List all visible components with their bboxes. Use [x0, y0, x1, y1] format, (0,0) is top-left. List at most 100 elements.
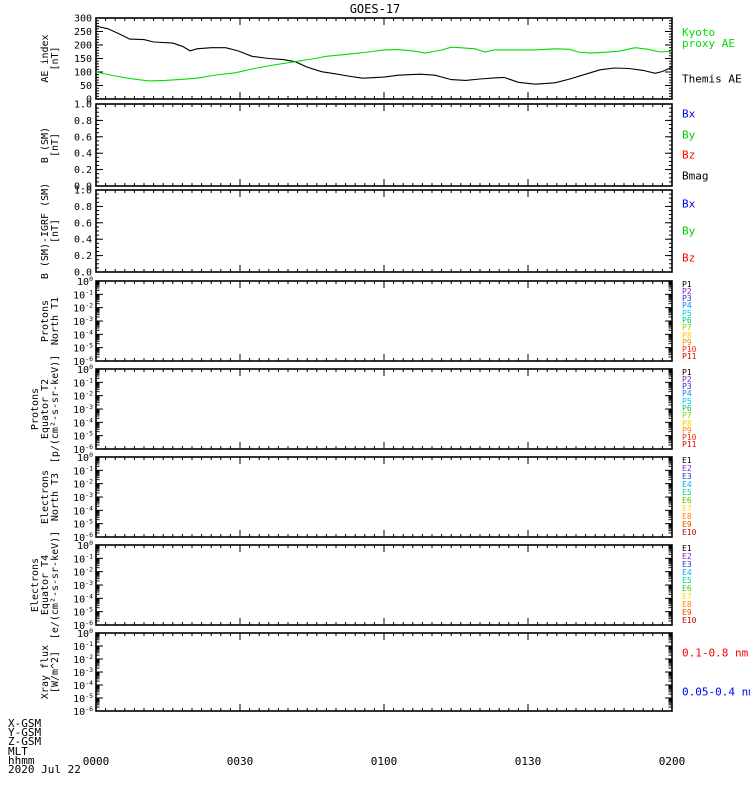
legend-p7: P7: [682, 323, 692, 333]
legend-by: By: [682, 128, 696, 142]
legend-e10: E10: [682, 616, 697, 625]
y-axis-title: Protons: [30, 388, 41, 430]
ytick-label: 10-6: [73, 705, 93, 718]
legend-e2: E2: [682, 552, 692, 561]
ytick-label: 0.6: [74, 132, 92, 143]
legend-e7: E7: [682, 592, 692, 601]
ytick-label: 250: [74, 27, 92, 38]
axis-row-label-x-gsm: X-GSM: [8, 717, 42, 730]
legend-kyoto-proxy-ae: Kyoto proxy AE: [682, 26, 735, 51]
legend-by: By: [682, 224, 696, 238]
legend-p11: P11: [682, 440, 697, 450]
ytick-label: 50: [80, 81, 92, 92]
legend-p2: P2: [682, 286, 692, 296]
ytick-label: 10-1: [73, 376, 93, 389]
date-label: 2020 Jul 22: [8, 763, 81, 776]
xtick-label: 0130: [514, 755, 542, 768]
ytick-label: 0.2: [74, 251, 92, 262]
ytick-label: 0.8: [74, 202, 92, 213]
xtick-label: 0000: [82, 755, 110, 768]
ytick-label: 10-1: [73, 640, 93, 653]
ytick-label: 10-4: [73, 592, 93, 605]
legend-p9: P9: [682, 425, 692, 435]
legend-e5: E5: [682, 576, 692, 585]
legend-bz: Bz: [682, 148, 696, 162]
ytick-label: 10-4: [73, 679, 93, 692]
legend-p6: P6: [682, 316, 692, 325]
legend-p9: P9: [682, 337, 692, 347]
ytick-label: 10-4: [73, 328, 93, 341]
ytick-label: 0.8: [74, 116, 92, 127]
axis-row-label-y-gsm: Y-GSM: [8, 726, 42, 740]
y-axis-title: Protons: [40, 300, 51, 342]
ytick-label: 100: [77, 363, 93, 376]
legend-e1: E1: [682, 544, 692, 553]
ytick-label: 10-5: [73, 606, 93, 619]
legend-p6: P6: [682, 404, 692, 413]
axis-row-label-z-gsm: Z-GSM: [8, 735, 42, 749]
panel-b-sm-igrf: 0.0 0.2 0.4 0.6 0.8 1.0 B (SM)-IGRF (SM) [nT]: [40, 183, 673, 279]
y-axis-title: [e/(cm²-s-sr-keV)]: [50, 531, 61, 639]
legend-p8: P8: [682, 418, 692, 428]
legend-p7: P7: [682, 411, 692, 421]
xtick-label: 0100: [370, 755, 398, 768]
legend-p1: P1: [682, 367, 692, 377]
legend-p4: P4: [682, 389, 692, 399]
xtick-label: 0200: [658, 755, 686, 768]
ytick-label: 0.4: [74, 149, 92, 160]
ytick-label: 1.0: [74, 186, 92, 197]
legend-e4: E4: [682, 568, 692, 577]
ytick-label: 10-3: [73, 315, 93, 328]
legend-e2: E2: [682, 464, 692, 473]
y-axis-title: North T1: [50, 297, 61, 345]
legend-bz: Bz: [682, 251, 696, 265]
panel-b-sm: 0.0 0.2 0.4 0.6 0.8 1.0 B (SM) [nT]: [40, 100, 673, 193]
ytick-label: 10-5: [73, 430, 93, 443]
legend-e6: E6: [682, 584, 692, 593]
series-themis-ae: [95, 25, 673, 85]
legend-e9: E9: [682, 608, 692, 617]
ytick-label: 300: [74, 14, 92, 25]
legend-e9: E9: [682, 520, 692, 529]
legend-p5: P5: [682, 308, 692, 318]
ytick-label: 10-4: [73, 416, 93, 429]
y-axis-title: AE index: [40, 34, 51, 82]
legend-e8: E8: [682, 512, 692, 521]
legend-p10: P10: [682, 345, 697, 355]
ytick-label: 10-5: [73, 692, 93, 705]
legend-e8: E8: [682, 600, 692, 609]
ytick-label: 100: [77, 539, 93, 552]
ytick-label: 0.0: [74, 182, 92, 193]
legend-p3: P3: [682, 294, 692, 304]
y-axis-title: [nT]: [50, 46, 61, 70]
ytick-label: 0.4: [74, 235, 92, 246]
ytick-label: 10-3: [73, 403, 93, 416]
y-axis-title: [nT]: [50, 219, 61, 243]
ytick-label: 10-3: [73, 666, 93, 679]
ytick-label: 0.2: [74, 165, 92, 176]
legend-e3: E3: [682, 560, 692, 569]
legend-e10: E10: [682, 528, 697, 537]
ytick-label: 1.0: [74, 100, 92, 111]
axis-row-label-hhmm: hhmm: [8, 753, 35, 767]
ytick-label: 10-2: [73, 390, 93, 403]
legend-p5: P5: [682, 396, 692, 406]
ytick-label: 10-2: [73, 653, 93, 666]
ytick-label: 0: [86, 95, 92, 106]
legend-e5: E5: [682, 488, 692, 497]
y-axis-title: Equator T2: [40, 379, 51, 439]
page-title: GOES-17: [349, 2, 401, 16]
ytick-label: 0.6: [74, 218, 92, 229]
ytick-label: 10-5: [73, 342, 93, 355]
ytick-label: 100: [77, 275, 93, 288]
legend-e4: E4: [682, 480, 692, 489]
legend-e1: E1: [682, 456, 692, 465]
ytick-label: 10-3: [73, 579, 93, 592]
y-axis-title: B (SM): [40, 127, 51, 163]
legend-0.1-0.8-nm: 0.1-0.8 nm: [682, 646, 749, 659]
